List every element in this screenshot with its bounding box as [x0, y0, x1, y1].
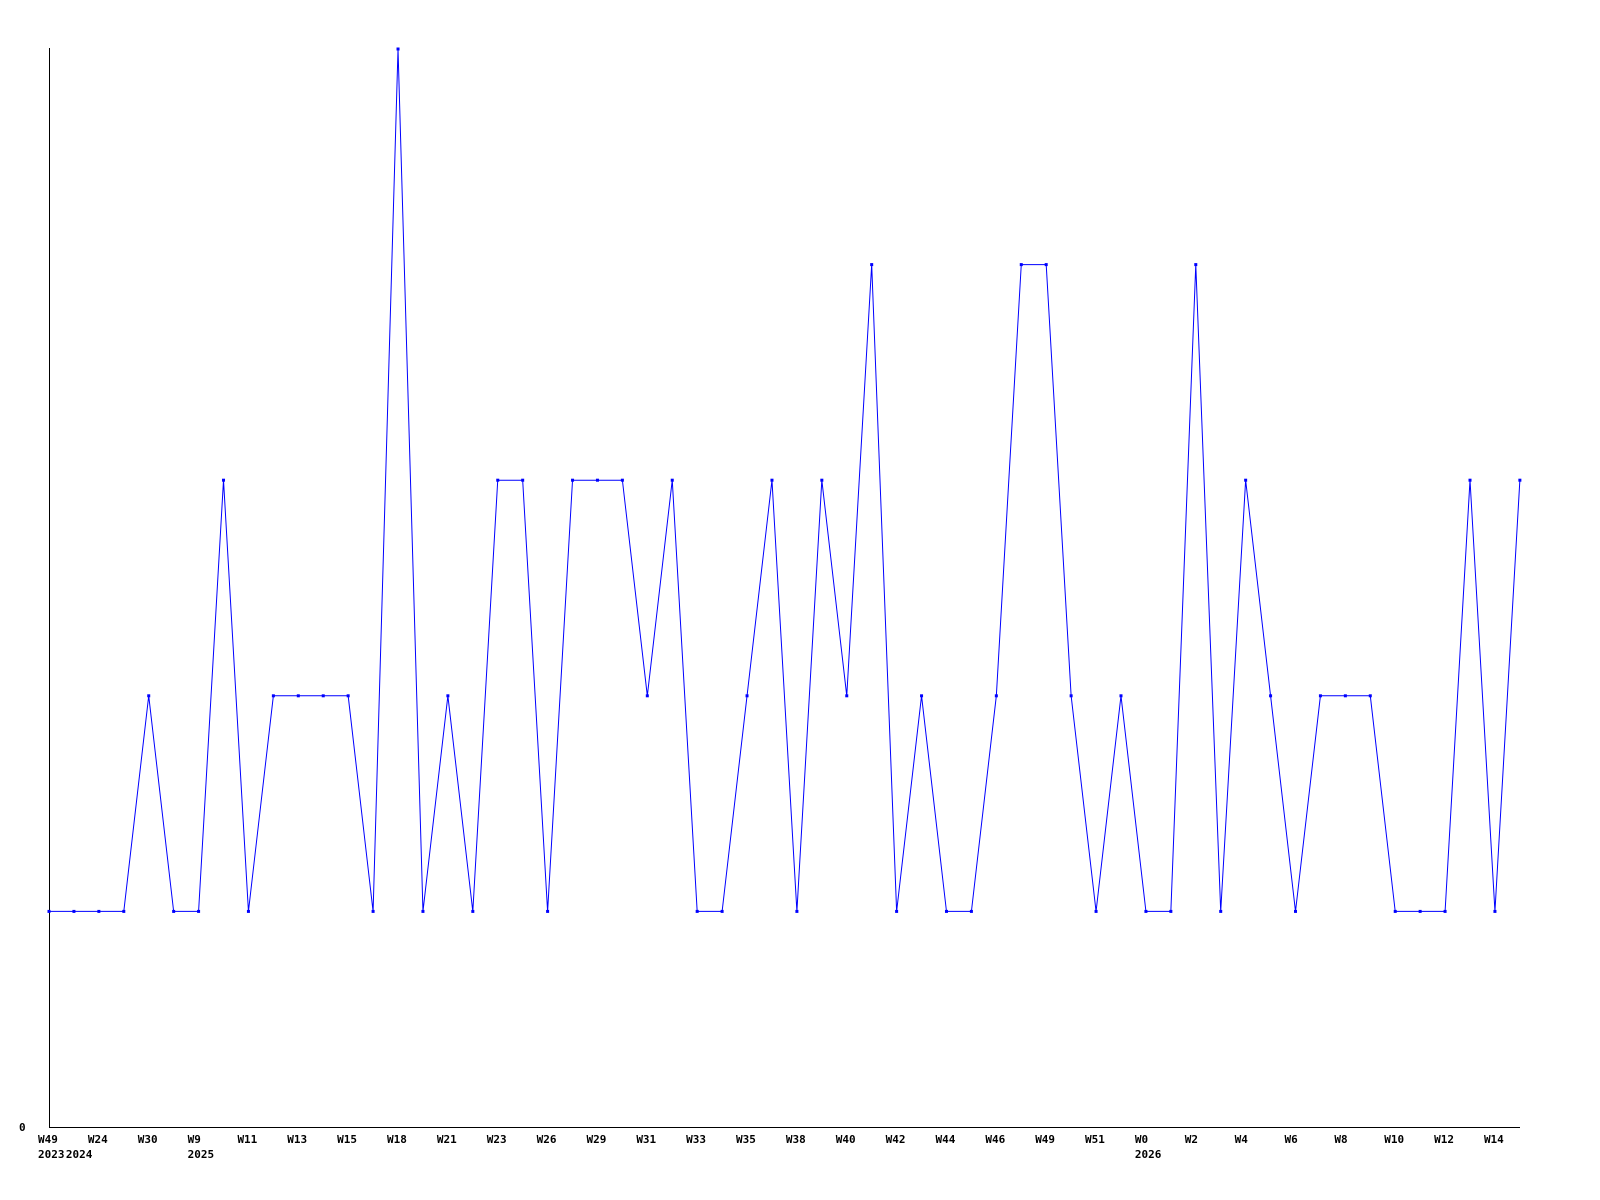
- data-point: [1144, 909, 1148, 913]
- year-label: 2026: [1135, 1148, 1162, 1161]
- x-tick-label: W2: [1185, 1133, 1198, 1146]
- data-point: [222, 478, 226, 482]
- data-point: [770, 478, 774, 482]
- x-tick-label: W33: [686, 1133, 706, 1146]
- x-tick-label: W42: [886, 1133, 906, 1146]
- x-tick-label: W8: [1334, 1133, 1347, 1146]
- x-tick-label: W38: [786, 1133, 806, 1146]
- data-point: [172, 909, 176, 913]
- data-point: [670, 478, 674, 482]
- x-tick-label: W18: [387, 1133, 407, 1146]
- data-point: [1194, 263, 1198, 267]
- data-point: [1343, 694, 1347, 698]
- x-tick-label: W35: [736, 1133, 756, 1146]
- x-tick-label: W11: [237, 1133, 257, 1146]
- x-tick-label: W9: [188, 1133, 201, 1146]
- x-tick-label: W44: [935, 1133, 955, 1146]
- data-point: [695, 909, 699, 913]
- data-point: [271, 694, 275, 698]
- data-point: [396, 47, 400, 51]
- data-point: [72, 909, 76, 913]
- x-tick-label: W4: [1235, 1133, 1249, 1146]
- data-point: [1244, 478, 1248, 482]
- x-tick-label: W14: [1484, 1133, 1504, 1146]
- data-point: [1169, 909, 1173, 913]
- x-tick-label: W51: [1085, 1133, 1105, 1146]
- x-tick-label: W24: [88, 1133, 108, 1146]
- data-point: [571, 478, 575, 482]
- data-point: [496, 478, 500, 482]
- data-point: [994, 694, 998, 698]
- year-label: 2024: [66, 1148, 93, 1161]
- data-point: [870, 263, 874, 267]
- data-point: [1443, 909, 1447, 913]
- data-point: [471, 909, 475, 913]
- x-tick-label: W10: [1384, 1133, 1404, 1146]
- year-label: 2025: [188, 1148, 215, 1161]
- data-point: [446, 694, 450, 698]
- data-point: [1468, 478, 1472, 482]
- x-tick-label: W23: [487, 1133, 507, 1146]
- data-point: [944, 909, 948, 913]
- data-point: [147, 694, 151, 698]
- x-tick-label: W12: [1434, 1133, 1454, 1146]
- data-point: [1094, 909, 1098, 913]
- data-point: [920, 694, 924, 698]
- data-point: [346, 694, 350, 698]
- data-point: [122, 909, 126, 913]
- data-point: [820, 478, 824, 482]
- data-point: [1418, 909, 1422, 913]
- x-tick-label: W21: [437, 1133, 457, 1146]
- data-point: [1219, 909, 1223, 913]
- x-tick-label: W40: [836, 1133, 856, 1146]
- data-point: [595, 478, 599, 482]
- x-tick-label: W0: [1135, 1133, 1148, 1146]
- data-point: [1518, 478, 1522, 482]
- x-tick-label: W46: [985, 1133, 1005, 1146]
- data-point: [1368, 694, 1372, 698]
- x-tick-label: W30: [138, 1133, 158, 1146]
- x-tick-label: W49: [38, 1133, 58, 1146]
- x-tick-label: W15: [337, 1133, 357, 1146]
- data-point: [197, 909, 201, 913]
- data-point: [969, 909, 973, 913]
- x-tick-label: W31: [636, 1133, 656, 1146]
- data-point: [895, 909, 899, 913]
- data-point: [1294, 909, 1297, 913]
- data-point: [47, 909, 51, 913]
- data-point: [1493, 909, 1497, 913]
- data-point: [1393, 909, 1397, 913]
- x-tick-label: W6: [1285, 1133, 1299, 1146]
- x-tick-label: W26: [537, 1133, 557, 1146]
- data-point: [371, 909, 375, 913]
- data-point: [620, 478, 624, 482]
- data-point: [546, 909, 550, 913]
- data-point: [745, 694, 749, 698]
- data-point: [1044, 263, 1048, 267]
- data-point: [645, 694, 649, 698]
- data-point: [296, 694, 300, 698]
- series-line: [49, 48, 1521, 912]
- data-point: [1318, 694, 1322, 698]
- data-point: [1019, 263, 1023, 267]
- data-point: [421, 909, 425, 913]
- data-point: [845, 694, 849, 698]
- data-point: [246, 909, 250, 913]
- x-tick-label: W29: [586, 1133, 606, 1146]
- x-tick-label: W49: [1035, 1133, 1055, 1146]
- y-tick-label: 0: [19, 1121, 26, 1134]
- data-point: [521, 478, 525, 482]
- data-point: [795, 909, 799, 913]
- data-point: [720, 909, 724, 913]
- data-point: [97, 909, 101, 913]
- x-tick-label: W13: [287, 1133, 307, 1146]
- data-point: [1119, 694, 1123, 698]
- year-label: 2023: [38, 1148, 65, 1161]
- data-point: [1069, 694, 1073, 698]
- data-point: [1269, 694, 1273, 698]
- data-point: [321, 694, 325, 698]
